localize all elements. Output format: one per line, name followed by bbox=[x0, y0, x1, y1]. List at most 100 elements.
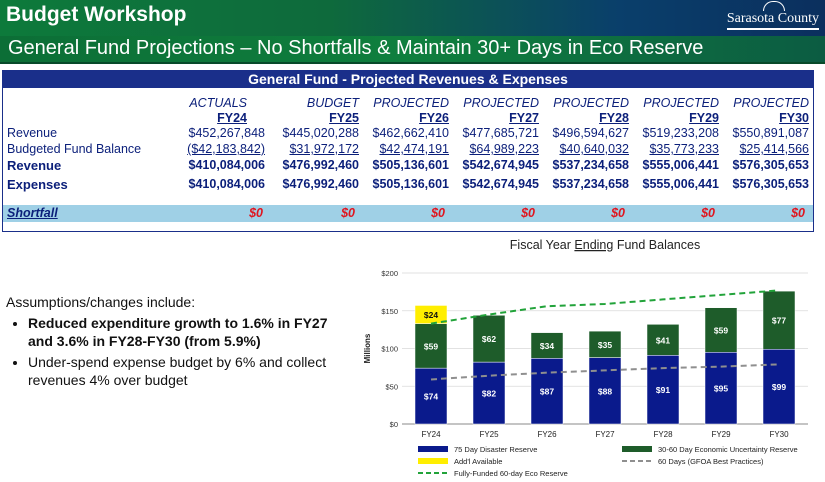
logo-rule bbox=[726, 28, 819, 30]
bar-data-label: $95 bbox=[714, 384, 728, 394]
shortfall-value: $0 bbox=[521, 206, 535, 220]
bar-segment bbox=[646, 324, 680, 356]
table-cell: $476,992,460 bbox=[282, 177, 359, 191]
table-cell: $410,084,006 bbox=[188, 158, 265, 172]
bar-data-label: $24 bbox=[424, 310, 438, 320]
header-bar: Budget Workshop Sarasota County bbox=[0, 0, 825, 36]
bar-data-label: $34 bbox=[540, 341, 554, 351]
col-fy: FY28 bbox=[599, 111, 629, 125]
row-label-budgeted-fund-balance: Budgeted Fund Balance bbox=[7, 142, 142, 156]
bar-data-label: $59 bbox=[714, 326, 728, 336]
row-label-expenses: Expenses bbox=[7, 177, 68, 192]
row-label-revenue: Revenue bbox=[7, 126, 58, 140]
legend-label: Add'l Available bbox=[454, 457, 502, 466]
legend-label: 75 Day Disaster Reserve bbox=[454, 445, 537, 454]
series-line bbox=[430, 363, 780, 381]
col-type: PROJECTED bbox=[373, 96, 449, 110]
bar-data-label: $91 bbox=[656, 385, 670, 395]
county-logo: Sarasota County bbox=[726, 1, 819, 30]
x-tick-label: FY25 bbox=[479, 430, 499, 439]
logo-text: Sarasota County bbox=[726, 11, 819, 26]
assumptions-list: Reduced expenditure growth to 1.6% in FY… bbox=[6, 314, 356, 389]
bar-segment bbox=[472, 361, 506, 425]
bar-segment bbox=[762, 349, 796, 425]
table-cell: $445,020,288 bbox=[282, 126, 359, 140]
x-tick-label: FY26 bbox=[537, 430, 557, 439]
shortfall-value: $0 bbox=[249, 206, 263, 220]
y-tick-label: $150 bbox=[381, 307, 398, 316]
bar-data-label: $88 bbox=[598, 386, 612, 396]
bar-data-label: $74 bbox=[424, 392, 438, 402]
shortfall-value: $0 bbox=[791, 206, 805, 220]
legend-swatch bbox=[418, 446, 448, 452]
assumptions-panel: Assumptions/changes include: Reduced exp… bbox=[6, 293, 356, 392]
table-cell: $476,992,460 bbox=[282, 158, 359, 172]
col-fy: FY27 bbox=[509, 111, 539, 125]
table-cell: $519,233,208 bbox=[642, 126, 719, 140]
table-cell: $542,674,945 bbox=[462, 158, 539, 172]
col-fy: FY30 bbox=[779, 111, 809, 125]
legend-label: Fully-Funded 60-day Eco Reserve bbox=[454, 469, 568, 478]
x-tick-label: FY24 bbox=[421, 430, 441, 439]
page-title: Budget Workshop bbox=[6, 3, 187, 26]
table-cell: $505,136,601 bbox=[372, 158, 449, 172]
bar-segment bbox=[588, 330, 622, 358]
bar-segment bbox=[414, 323, 448, 369]
table-cell: $462,662,410 bbox=[372, 126, 449, 140]
table-cell: $555,006,441 bbox=[642, 177, 719, 191]
table-cell: $410,084,006 bbox=[188, 177, 265, 191]
bar-data-label: $35 bbox=[598, 340, 612, 350]
x-tick-label: FY29 bbox=[711, 430, 731, 439]
legend-label: 30-60 Day Economic Uncertainty Reserve bbox=[658, 445, 798, 454]
bar-segment bbox=[762, 290, 796, 350]
assumption-item: Reduced expenditure growth to 1.6% in FY… bbox=[28, 314, 356, 350]
bar-data-label: $99 bbox=[772, 382, 786, 392]
table-cell: $42,474,191 bbox=[379, 142, 449, 156]
assumption-item: Under-spend expense budget by 6% and col… bbox=[28, 353, 356, 389]
y-tick-label: $100 bbox=[381, 345, 398, 354]
table-cell: $477,685,721 bbox=[462, 126, 539, 140]
projections-table: General Fund - Projected Revenues & Expe… bbox=[2, 70, 814, 232]
bar-data-label: $82 bbox=[482, 389, 496, 399]
table-cell: $496,594,627 bbox=[552, 126, 629, 140]
bar-segment bbox=[704, 307, 738, 353]
col-fy: FY25 bbox=[329, 111, 359, 125]
col-type: PROJECTED bbox=[643, 96, 719, 110]
table-cell: $550,891,087 bbox=[732, 126, 809, 140]
chart-title-part: Fiscal Year bbox=[510, 238, 575, 252]
slide-subtitle: General Fund Projections – No Shortfalls… bbox=[8, 37, 704, 59]
fund-balance-chart: Fiscal Year Ending Fund Balances Millions… bbox=[363, 238, 808, 478]
shortfall-value: $0 bbox=[341, 206, 355, 220]
x-tick-label: FY27 bbox=[595, 430, 615, 439]
col-fy: FY26 bbox=[419, 111, 449, 125]
table-cell: $537,234,658 bbox=[552, 177, 629, 191]
bar-segment bbox=[646, 355, 680, 425]
shortfall-value: $0 bbox=[611, 206, 625, 220]
y-axis-label: Millions bbox=[363, 333, 372, 363]
bar-segment bbox=[530, 332, 564, 359]
col-type: PROJECTED bbox=[733, 96, 809, 110]
chart-title-part: Fund Balances bbox=[613, 238, 700, 252]
series-line bbox=[430, 289, 780, 325]
table-cell: $25,414,566 bbox=[739, 142, 809, 156]
table-cell: ($42,183,842) bbox=[187, 142, 265, 156]
subtitle-bar: General Fund Projections – No Shortfalls… bbox=[0, 36, 825, 64]
col-type: PROJECTED bbox=[553, 96, 629, 110]
legend-swatch bbox=[418, 458, 448, 464]
y-tick-label: $200 bbox=[381, 269, 398, 278]
chart-title: Fiscal Year Ending Fund Balances bbox=[510, 238, 700, 252]
col-type: ACTUALS bbox=[189, 96, 247, 110]
chart-title-emphasis: Ending bbox=[574, 238, 613, 252]
bar-data-label: $62 bbox=[482, 334, 496, 344]
table-title: General Fund - Projected Revenues & Expe… bbox=[3, 71, 813, 88]
y-tick-label: $50 bbox=[385, 382, 398, 391]
x-tick-label: FY30 bbox=[769, 430, 789, 439]
y-tick-label: $0 bbox=[390, 420, 398, 429]
bar-segment bbox=[530, 358, 564, 425]
bar-segment bbox=[472, 315, 506, 363]
table-cell: $576,305,653 bbox=[732, 177, 809, 191]
table-cell: $31,972,172 bbox=[289, 142, 359, 156]
shortfall-value: $0 bbox=[431, 206, 445, 220]
logo-dome-icon bbox=[762, 1, 785, 11]
table-cell: $537,234,658 bbox=[552, 158, 629, 172]
